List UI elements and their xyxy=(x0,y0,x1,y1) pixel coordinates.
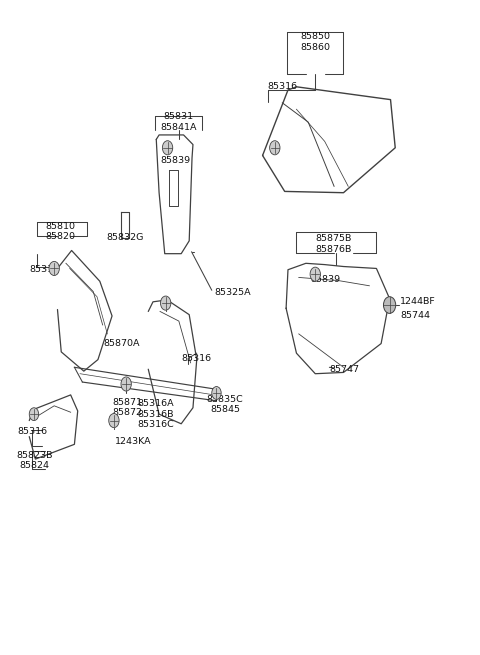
Circle shape xyxy=(212,386,221,400)
Text: 85871
85872: 85871 85872 xyxy=(112,398,142,417)
Text: 85810
85820: 85810 85820 xyxy=(45,221,75,241)
Circle shape xyxy=(121,377,132,391)
Circle shape xyxy=(310,267,321,281)
Text: 85747: 85747 xyxy=(329,365,360,374)
Text: 85839: 85839 xyxy=(311,275,341,284)
Text: 85831
85841A: 85831 85841A xyxy=(161,113,197,132)
Circle shape xyxy=(109,413,119,428)
Circle shape xyxy=(160,296,171,310)
Text: 85325A: 85325A xyxy=(214,288,251,297)
Text: 85832G: 85832G xyxy=(106,233,144,242)
Text: 85870A: 85870A xyxy=(103,339,140,348)
Text: 85316: 85316 xyxy=(30,265,60,274)
Text: 85316: 85316 xyxy=(181,354,212,363)
Text: 85316: 85316 xyxy=(17,427,47,436)
Circle shape xyxy=(162,141,173,155)
Text: 85316: 85316 xyxy=(267,83,298,91)
Text: 85823B
85824: 85823B 85824 xyxy=(16,451,53,470)
Text: 85744: 85744 xyxy=(400,311,430,320)
Text: 85850
85860: 85850 85860 xyxy=(300,32,330,52)
Circle shape xyxy=(270,141,280,155)
Text: 85839: 85839 xyxy=(160,156,190,165)
Text: 1244BF: 1244BF xyxy=(400,297,436,307)
Circle shape xyxy=(49,261,60,276)
Circle shape xyxy=(384,297,396,313)
Text: 85875B
85876B: 85875B 85876B xyxy=(315,234,352,253)
Text: 85835C
85845: 85835C 85845 xyxy=(206,395,243,414)
Text: 1243KA: 1243KA xyxy=(115,438,152,446)
Circle shape xyxy=(29,407,39,421)
Text: 85316A
85316B
85316C: 85316A 85316B 85316C xyxy=(137,400,174,429)
